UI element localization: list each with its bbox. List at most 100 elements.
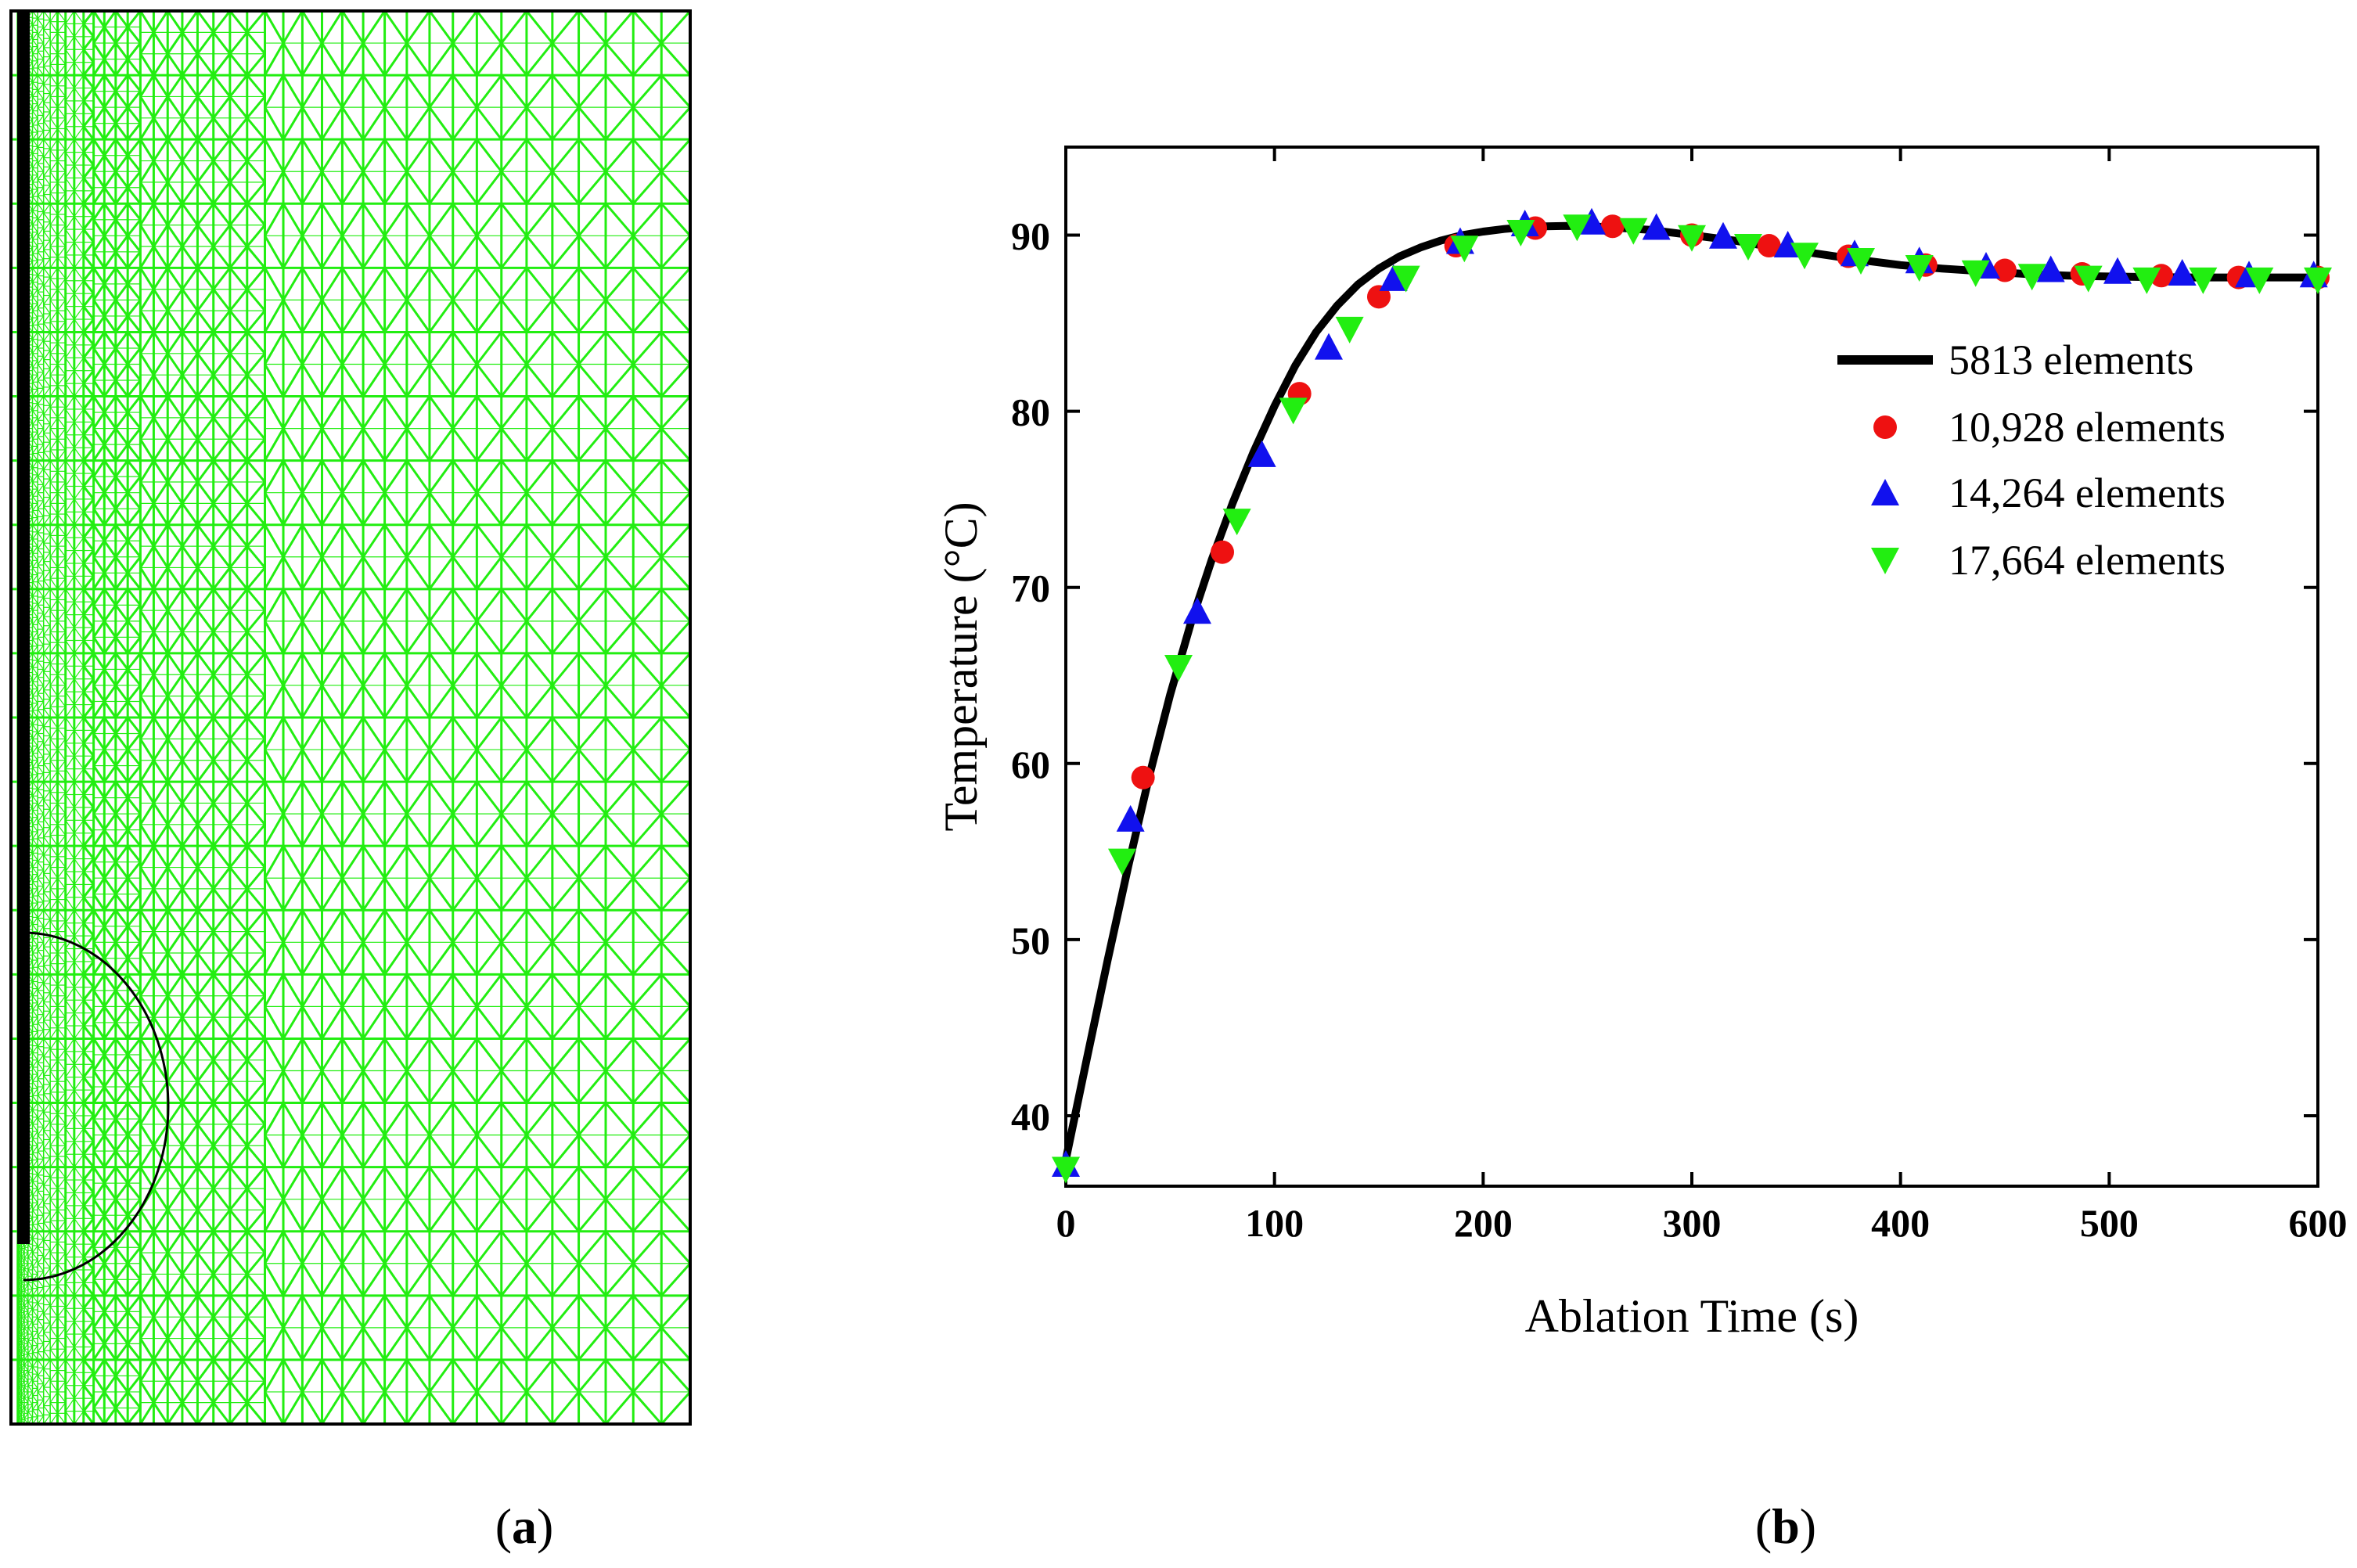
finite-element-mesh (11, 11, 690, 1424)
mesh-line (32, 17, 38, 26)
mesh-line (74, 383, 85, 397)
mesh-line (196, 374, 214, 397)
mesh-line (212, 416, 232, 441)
mesh-line (153, 395, 169, 419)
mesh-line (114, 154, 129, 173)
mesh-line (65, 460, 75, 474)
mesh-line (196, 11, 214, 34)
mesh-line (43, 239, 51, 250)
mesh-line (49, 96, 59, 108)
mesh-line (37, 82, 45, 92)
mesh-line (82, 523, 95, 539)
mesh-line (114, 620, 129, 638)
mesh-line (82, 151, 95, 166)
mesh-line (57, 385, 67, 397)
mesh-line (37, 604, 45, 613)
mesh-line (37, 227, 45, 236)
mesh-line (74, 640, 85, 654)
mesh-line (282, 427, 304, 462)
mesh-line (383, 74, 408, 108)
mesh-line (49, 438, 59, 451)
mesh-line (37, 532, 45, 541)
mesh-line (49, 674, 59, 686)
mesh-line (246, 502, 266, 526)
mesh-line (37, 364, 45, 373)
mesh-line (114, 363, 129, 381)
mesh-line (196, 31, 214, 55)
mesh-line (264, 235, 285, 269)
mesh-line (428, 235, 454, 269)
mesh-line (37, 516, 45, 526)
mesh-line (167, 481, 184, 505)
mesh-line (551, 685, 580, 718)
mesh-line (139, 203, 155, 226)
mesh-line (103, 620, 117, 638)
mesh-line (383, 491, 408, 526)
mesh-line (49, 332, 59, 343)
mesh-line (321, 138, 344, 173)
mesh-line (37, 436, 45, 445)
mesh-line (49, 321, 59, 333)
mesh-line (43, 369, 51, 379)
mesh-line (65, 537, 75, 551)
mesh-line (405, 653, 431, 686)
mesh-line (212, 224, 232, 247)
mesh-line (246, 438, 266, 462)
mesh-line (301, 363, 323, 397)
mesh-line (452, 203, 478, 237)
mesh-line (246, 566, 266, 590)
mesh-line (321, 491, 344, 526)
mesh-line (127, 282, 142, 301)
mesh-line (341, 299, 365, 333)
mesh-line (32, 682, 38, 689)
mesh-line (114, 90, 129, 109)
mesh-line (632, 171, 663, 205)
mesh-line (74, 524, 85, 538)
mesh-line (660, 523, 690, 558)
mesh-line (65, 408, 75, 423)
mesh-line (32, 53, 38, 62)
mesh-line (476, 459, 502, 494)
mesh-line (82, 241, 95, 256)
mesh-line (229, 374, 248, 397)
mesh-line (43, 606, 51, 617)
mesh-line (246, 74, 266, 98)
mesh-line (82, 125, 95, 141)
mesh-line (49, 182, 59, 193)
mesh-line (74, 126, 85, 140)
mesh-line (282, 171, 304, 205)
mesh-line (452, 653, 478, 686)
mesh-line (604, 684, 635, 718)
mesh-line (246, 545, 266, 569)
mesh-line (153, 182, 169, 205)
mesh-line (153, 224, 169, 247)
mesh-line (362, 299, 386, 333)
mesh-line (43, 286, 51, 296)
mesh-line (196, 138, 214, 162)
mesh-line (604, 588, 635, 622)
mesh-line (362, 395, 386, 430)
mesh-line (114, 282, 129, 301)
mesh-line (82, 113, 95, 128)
mesh-line (264, 427, 285, 462)
mesh-line (37, 669, 45, 678)
mesh-line (181, 331, 199, 354)
mesh-line (57, 353, 67, 365)
mesh-line (500, 363, 528, 397)
mesh-line (49, 235, 59, 247)
mesh-line (43, 441, 51, 452)
mesh-line (153, 438, 169, 462)
mesh-line (65, 627, 75, 641)
mesh-line (82, 23, 95, 38)
mesh-line (500, 235, 528, 269)
mesh-line (229, 224, 248, 247)
mesh-line (92, 363, 106, 381)
mesh-line (127, 154, 142, 173)
mesh-line (181, 182, 199, 205)
mesh-line (139, 246, 155, 269)
mesh-line (525, 363, 554, 397)
mesh-line (43, 570, 51, 581)
mesh-line (212, 160, 232, 183)
mesh-line (229, 138, 248, 162)
mesh-line (341, 363, 365, 397)
